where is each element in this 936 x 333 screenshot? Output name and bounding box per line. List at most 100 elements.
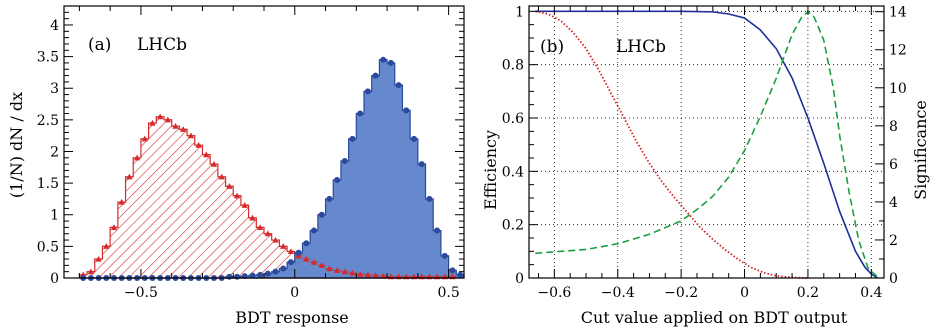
panel-b-x-ticks: −0.6 −0.4 −0.2 0 0.2 0.4: [537, 6, 883, 301]
signal-efficiency-curve: [535, 10, 879, 279]
panel-b-y-ticks: 0 0.2 0.4 0.6 0.8 1: [502, 4, 538, 287]
background-data-point: [272, 236, 279, 243]
signal-data-point: [441, 252, 448, 259]
y-tick-label: 3.5: [37, 50, 59, 66]
x-tick-label: 0.5: [437, 285, 459, 301]
panel-b-y-axis-title: Efficiency: [481, 130, 500, 210]
background-data-point: [195, 141, 202, 148]
background-data-point: [249, 214, 256, 221]
y-tick-label: 4: [50, 18, 59, 34]
signal-data-point: [357, 110, 364, 117]
signal-data-point: [264, 270, 271, 277]
signal-data-point: [272, 268, 279, 275]
background-data-point: [287, 248, 295, 254]
signal-data-point: [364, 88, 371, 95]
signal-data-point: [311, 227, 317, 234]
y2-tick-label: 12: [889, 43, 907, 59]
background-data-point: [226, 183, 233, 189]
background-data-point: [118, 198, 125, 205]
y-tick-label: 0.8: [502, 58, 524, 74]
signal-data-point: [318, 211, 325, 218]
background-data-point: [372, 272, 379, 279]
background-data-point: [380, 272, 387, 279]
x-tick-label: −0.2: [664, 285, 698, 301]
signal-data-point: [226, 273, 233, 280]
signal-data-point: [341, 157, 348, 164]
y2-tick-label: 4: [889, 195, 898, 211]
signal-data-point: [418, 161, 425, 168]
background-data-point: [318, 262, 325, 268]
signal-data-point: [395, 82, 402, 89]
background-data-point: [241, 202, 248, 208]
background-data-point: [341, 268, 348, 275]
background-data-point: [156, 113, 164, 120]
y2-tick-label: 14: [889, 5, 907, 21]
background-data-point: [87, 268, 95, 275]
background-data-point: [203, 151, 210, 158]
panel-b-x-axis-title: Cut value applied on BDT output: [581, 308, 848, 327]
signal-data-point: [387, 59, 394, 66]
background-data-point: [356, 271, 364, 277]
x-tick-label: 0.4: [860, 285, 882, 301]
signal-data-point: [249, 272, 256, 279]
background-data-point: [172, 122, 179, 129]
x-tick-label: 0.2: [797, 285, 819, 301]
y2-tick-label: 2: [889, 233, 898, 249]
panel-a-x-axis-title: BDT response: [235, 308, 349, 327]
panel-b-y2-ticks: 0 2 4 6 8 10 12 14: [875, 5, 907, 287]
signal-data-point: [372, 72, 379, 79]
background-data-point: [333, 267, 341, 273]
background-data-point: [310, 258, 318, 265]
panel-a-lhcb-label: LHCb: [137, 35, 187, 55]
y-tick-label: 0.4: [502, 164, 524, 180]
y-tick-label: 0.6: [502, 111, 524, 127]
y2-tick-label: 6: [889, 157, 898, 173]
signal-data-point: [449, 267, 456, 274]
y-tick-label: 1.5: [37, 176, 59, 192]
x-tick-label: −0.4: [601, 285, 635, 301]
histogram-markers: [79, 56, 464, 281]
background-data-point: [364, 271, 372, 278]
background-efficiency-curve: [535, 10, 808, 279]
signal-data-point: [303, 240, 310, 247]
signal-data-point: [326, 195, 333, 202]
panel-b-label: (b): [540, 37, 564, 57]
panel-b-frame: [528, 5, 885, 279]
x-tick-label: 0: [740, 285, 749, 301]
background-data-point: [326, 265, 333, 272]
y-tick-label: 3: [50, 81, 59, 97]
background-data-point: [349, 269, 356, 276]
signal-data-point: [457, 271, 464, 278]
signal-data-point: [257, 271, 264, 278]
signal-data-point: [334, 176, 341, 183]
y-tick-label: 2.5: [37, 113, 59, 129]
signal-data-point: [434, 227, 441, 234]
signal-data-point: [280, 265, 287, 272]
y-tick-label: 2: [50, 144, 59, 160]
background-data-point: [126, 173, 133, 180]
background-data-point: [233, 192, 241, 199]
panel-a: −0.5 0 0.5 0 0.5 1 1.5 2 2.5 3 3.5 4 (a) LHCb BDT …: [7, 5, 465, 327]
background-data-point: [149, 119, 156, 126]
panel-a-label: (a): [88, 35, 111, 55]
background-data-point: [218, 173, 225, 180]
background-data-point: [180, 126, 187, 132]
y-tick-label: 0: [50, 271, 59, 287]
signal-data-point: [349, 135, 356, 142]
significance-curve: [535, 10, 879, 278]
y-tick-label: 0.2: [502, 218, 524, 234]
panel-a-y-axis-title: (1/N) dN / dx: [7, 92, 26, 198]
signal-data-point: [287, 259, 294, 266]
y2-tick-label: 8: [889, 119, 898, 135]
y2-tick-label: 0: [889, 271, 898, 287]
x-tick-label: 0: [290, 285, 299, 301]
panel-a-y-ticks: 0 0.5 1 1.5 2 2.5 3 3.5 4: [37, 11, 464, 287]
y-tick-label: 0: [515, 271, 524, 287]
panel-b-grid: [529, 6, 884, 279]
background-data-point: [103, 243, 110, 249]
background-data-point: [187, 132, 195, 139]
signal-data-point: [380, 56, 387, 63]
panel-b-lhcb-label: LHCb: [616, 37, 666, 57]
signal-data-point: [295, 249, 302, 256]
